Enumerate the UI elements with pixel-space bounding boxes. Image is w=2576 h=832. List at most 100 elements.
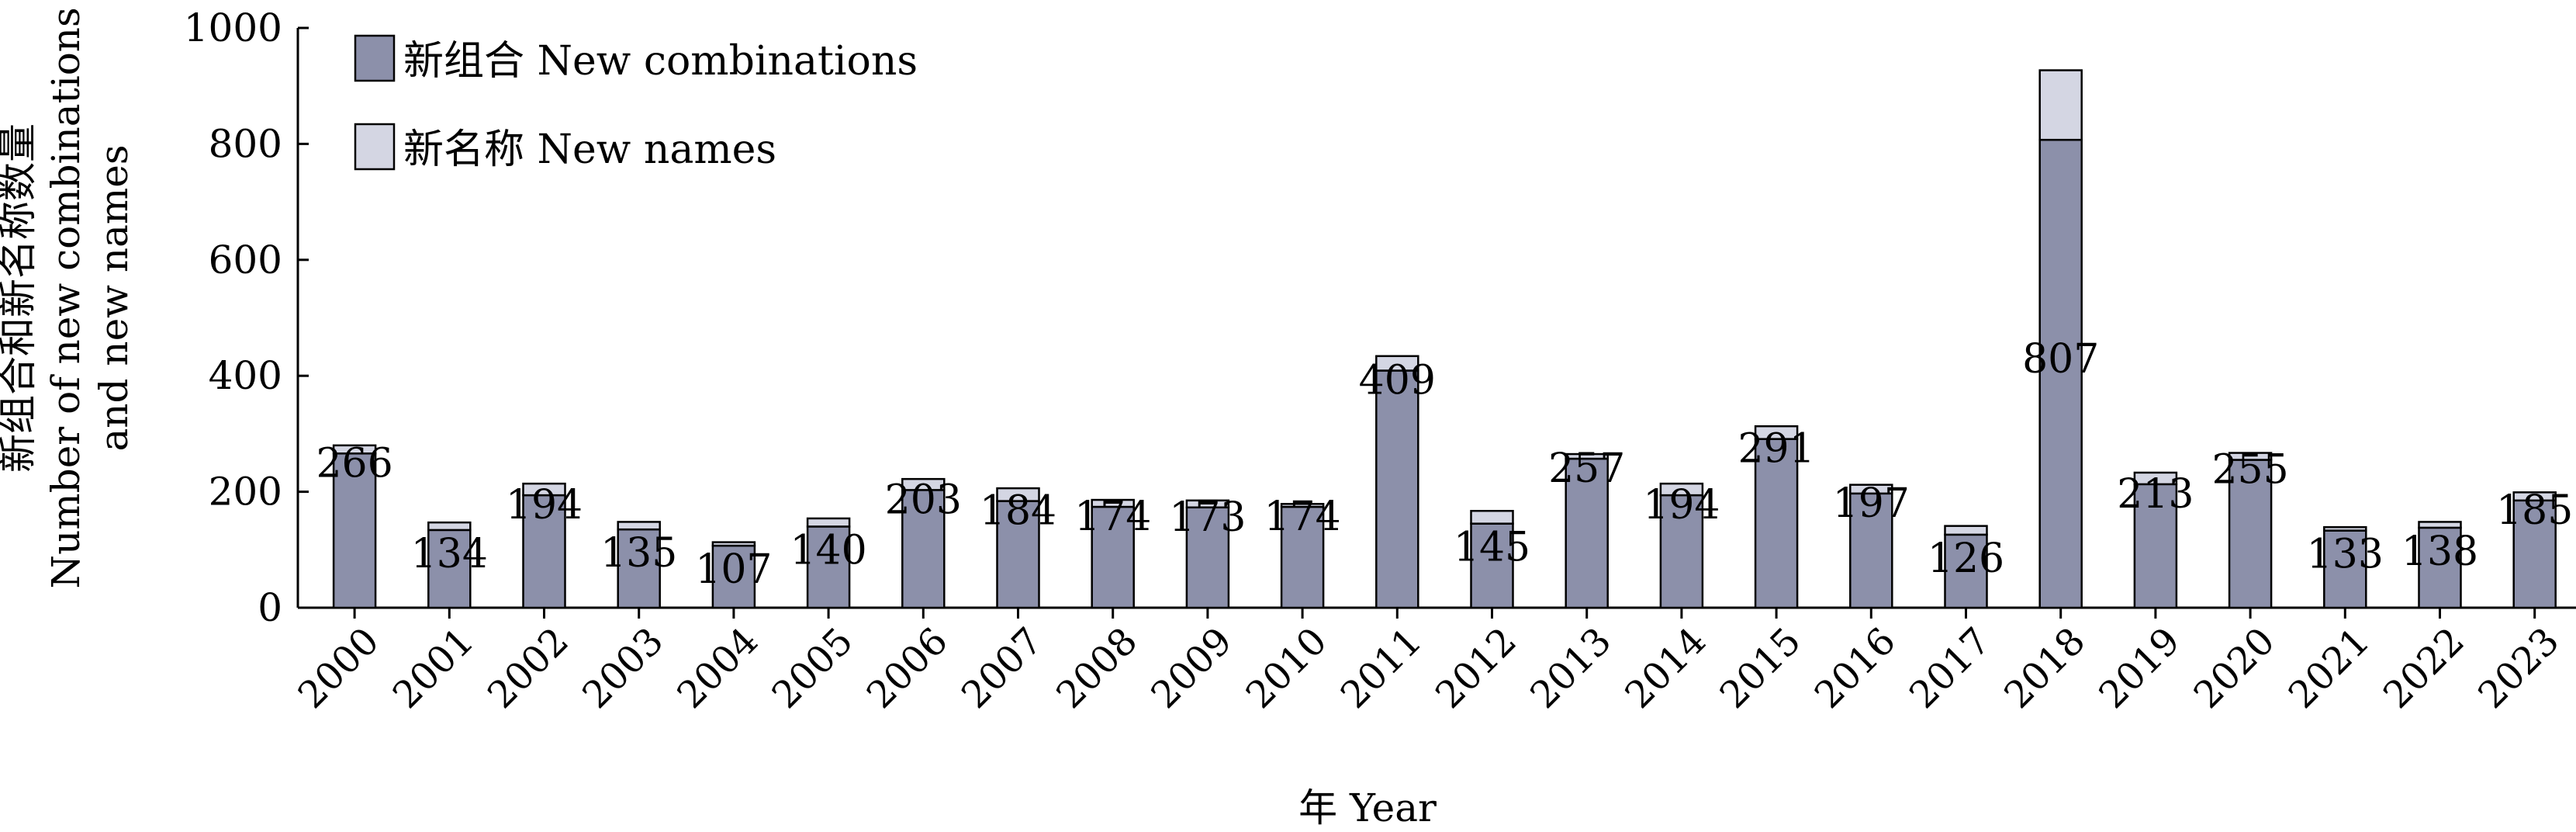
bar-value-label: 173 bbox=[1169, 494, 1246, 541]
x-tick-label: 2004 bbox=[669, 619, 766, 717]
bar-segment bbox=[1849, 484, 1893, 495]
bar-segment bbox=[2133, 471, 2178, 486]
y-axis-title: 新组合和新名称数量 Number of new combinations and n… bbox=[0, 7, 137, 588]
bar-segment bbox=[1375, 355, 1419, 372]
y-tick-label: 800 bbox=[209, 121, 282, 166]
bar-segment bbox=[1185, 506, 1230, 609]
bar-value-label: 133 bbox=[2307, 532, 2384, 578]
data-labels: 266 134 194 135 107 140 203 184 174 173 174 409 145 2… bbox=[316, 336, 2573, 593]
bar-value-label: 145 bbox=[1454, 525, 1530, 571]
legend-swatch bbox=[354, 123, 396, 171]
bar-segment bbox=[901, 489, 946, 609]
bar-value-label: 126 bbox=[1928, 536, 2004, 582]
bar-segment bbox=[2418, 521, 2462, 529]
y-tick-label: 1000 bbox=[184, 5, 282, 50]
bar-segment bbox=[1754, 425, 1799, 440]
bar-value-label: 140 bbox=[790, 527, 866, 574]
bar-segment bbox=[1565, 452, 1609, 460]
bar-segment bbox=[522, 482, 566, 497]
bar-segment bbox=[1185, 499, 1230, 509]
x-tick-label: 2022 bbox=[2375, 619, 2473, 717]
y-ticks: 0 200 400 600 800 1000 bbox=[184, 5, 309, 630]
bar-segment bbox=[996, 500, 1040, 609]
bar-segment bbox=[1280, 505, 1325, 609]
y-tick-label: 600 bbox=[209, 237, 282, 283]
bar-segment bbox=[1091, 498, 1135, 508]
y-axis-title-line: Number of new combinations bbox=[43, 7, 88, 588]
bar-segment bbox=[1659, 494, 1704, 609]
bar-value-label: 257 bbox=[1548, 445, 1625, 492]
bar-segment bbox=[617, 528, 661, 609]
bar-segment bbox=[2133, 483, 2178, 609]
bar-value-label: 213 bbox=[2117, 471, 2194, 518]
y-axis-title-line: and new names bbox=[92, 144, 137, 451]
x-tick-label: 2003 bbox=[574, 619, 672, 717]
bar-segment bbox=[806, 525, 851, 609]
bar-segment bbox=[2323, 525, 2367, 532]
bar-segment bbox=[617, 521, 661, 531]
x-tick-label: 2016 bbox=[1807, 619, 1904, 717]
y-tick-label: 200 bbox=[209, 470, 282, 515]
bar-value-label: 185 bbox=[2496, 487, 2573, 534]
x-tick-label: 2017 bbox=[1901, 619, 1999, 717]
x-tick-label: 2013 bbox=[1522, 619, 1620, 717]
x-tick-label: 2011 bbox=[1333, 619, 1430, 717]
bar-value-label: 184 bbox=[980, 488, 1056, 535]
bar-value-label: 197 bbox=[1833, 480, 1910, 527]
bar-segment bbox=[2228, 452, 2273, 461]
y-tick-label: 0 bbox=[258, 585, 282, 630]
bar-segment bbox=[427, 521, 472, 532]
bar-value-label: 194 bbox=[1643, 482, 1720, 529]
bar-segment bbox=[1659, 482, 1704, 497]
bar-segment bbox=[1565, 457, 1609, 609]
bar-segment bbox=[332, 452, 377, 609]
x-tick-label: 2007 bbox=[953, 619, 1051, 717]
bar-value-label: 135 bbox=[600, 530, 677, 577]
x-tick-label: 2001 bbox=[385, 619, 482, 717]
bar-value-label: 107 bbox=[695, 546, 772, 593]
x-ticks: 2000200120022003200420052006200720082009… bbox=[290, 608, 2567, 717]
legend-label: 新组合 New combinations bbox=[403, 38, 918, 85]
bar-segment bbox=[2418, 526, 2462, 609]
bar-segment bbox=[1849, 492, 1893, 609]
bar-segment bbox=[1280, 503, 1325, 508]
bar-value-label: 291 bbox=[1738, 426, 1814, 473]
x-tick-label: 2023 bbox=[2470, 619, 2567, 717]
bar-segment bbox=[1091, 505, 1135, 609]
bar-segment bbox=[711, 541, 756, 547]
bar-segment bbox=[2512, 491, 2557, 502]
bar-segment bbox=[1470, 510, 1514, 525]
x-tick-label: 2002 bbox=[479, 619, 577, 717]
bar-segment bbox=[1944, 525, 1988, 536]
bar-value-label: 174 bbox=[1074, 494, 1151, 540]
x-tick-label: 2012 bbox=[1427, 619, 1525, 717]
bar-segment bbox=[1375, 369, 1419, 609]
x-tick-label: 2019 bbox=[2090, 619, 2188, 717]
x-tick-label: 2021 bbox=[2280, 619, 2378, 717]
bar-segment bbox=[427, 529, 472, 609]
bar-value-label: 138 bbox=[2401, 529, 2478, 575]
bar-value-label: 174 bbox=[1264, 494, 1340, 540]
x-tick-label: 2018 bbox=[1996, 619, 2094, 717]
x-axis-title: 年 Year bbox=[1298, 785, 1437, 830]
bar-segment bbox=[1470, 522, 1514, 609]
bar-segment bbox=[2038, 69, 2083, 141]
bar-segment bbox=[806, 517, 851, 528]
bar-segment bbox=[901, 477, 946, 491]
x-tick-label: 2020 bbox=[2186, 619, 2284, 717]
axes bbox=[296, 28, 2576, 609]
bars bbox=[332, 69, 2557, 609]
bar-segment bbox=[522, 494, 566, 609]
bar-value-label: 255 bbox=[2211, 447, 2288, 494]
x-tick-label: 2005 bbox=[764, 619, 862, 717]
x-tick-label: 2008 bbox=[1048, 619, 1146, 717]
y-tick-label: 400 bbox=[209, 353, 282, 398]
x-tick-label: 2006 bbox=[859, 619, 956, 717]
bar-value-label: 409 bbox=[1359, 357, 1436, 404]
x-tick-label: 2014 bbox=[1616, 619, 1714, 717]
bar-value-label: 134 bbox=[411, 531, 488, 577]
x-tick-label: 2010 bbox=[1238, 619, 1336, 717]
legend-label: 新名称 New names bbox=[403, 127, 776, 173]
y-axis-title-line: 新组合和新名称数量 bbox=[0, 123, 40, 473]
